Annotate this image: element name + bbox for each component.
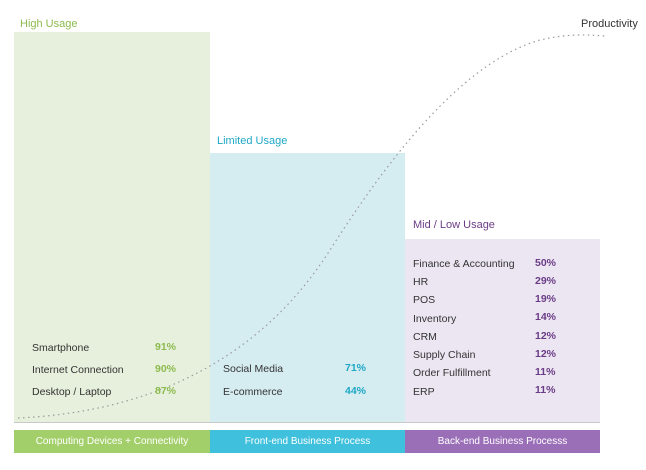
list-item-label: Desktop / Laptop	[32, 386, 112, 398]
mid-low-usage-heading: Mid / Low Usage	[413, 219, 495, 231]
list-item-label: E-commerce	[223, 386, 283, 398]
limited-usage-heading: Limited Usage	[217, 135, 288, 147]
list-item-value: 19%	[535, 293, 557, 305]
list-item-label: Smartphone	[32, 342, 90, 354]
list-item-value: 12%	[535, 330, 557, 342]
list-item-label: Internet Connection	[32, 364, 124, 376]
limited-usage-panel	[210, 153, 405, 422]
list-item-label: Finance & Accounting	[413, 258, 515, 270]
list-item-label: CRM	[413, 331, 437, 343]
list-item-label: POS	[413, 294, 436, 306]
list-item-value: 90%	[155, 363, 177, 375]
footer-label: Computing Devices + Connectivity	[35, 436, 189, 447]
list-item-value: 11%	[535, 366, 556, 378]
list-item-value: 11%	[535, 384, 556, 396]
list-item-value: 87%	[155, 385, 177, 397]
list-item-value: 14%	[535, 311, 557, 323]
list-item-value: 71%	[345, 362, 367, 374]
list-item-label: Inventory	[413, 313, 457, 325]
list-item-value: 91%	[155, 341, 177, 353]
footer-label: Back-end Business Processs	[437, 436, 568, 447]
list-item-label: HR	[413, 276, 429, 288]
high-usage-panel	[14, 32, 210, 422]
footer-computing-devices: Computing Devices + Connectivity	[14, 430, 210, 453]
mid-low-usage-panel	[405, 239, 600, 422]
list-item-label: ERP	[413, 386, 435, 398]
list-item-value: 12%	[535, 348, 557, 360]
list-item-label: Social Media	[223, 363, 284, 375]
footer-label: Front-end Business Process	[244, 436, 371, 447]
list-item-label: Order Fulfillment	[413, 367, 491, 379]
baseline-divider	[14, 422, 600, 423]
footer-back-end-process: Back-end Business Processs	[405, 430, 600, 453]
list-item-value: 44%	[345, 385, 367, 397]
productivity-label: Productivity	[581, 18, 638, 30]
high-usage-heading: High Usage	[20, 18, 78, 30]
list-item-label: Supply Chain	[413, 349, 476, 361]
list-item-value: 50%	[535, 257, 557, 269]
footer-front-end-process: Front-end Business Process	[210, 430, 405, 453]
list-item-value: 29%	[535, 275, 557, 287]
